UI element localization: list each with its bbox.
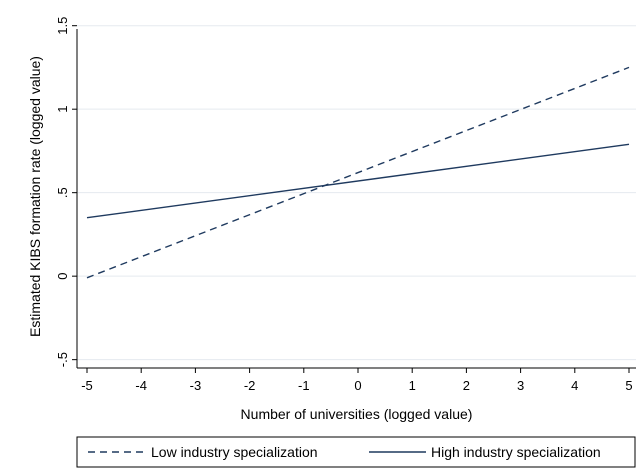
- series-lines: [86, 66, 630, 279]
- series-line-low-specialization: [86, 66, 630, 279]
- series-line-high-specialization: [86, 143, 630, 219]
- grid-lines: [77, 25, 636, 361]
- legend-box: [76, 436, 636, 468]
- legend-label: High industry specialization: [431, 444, 601, 460]
- y-axis-ticks: -.5 0 .5 1 1.5: [55, 17, 77, 367]
- x-tick-label: 0: [354, 378, 361, 393]
- y-axis-title: Estimated KIBS formation rate (logged va…: [27, 56, 43, 337]
- x-tick-label: -3: [190, 378, 202, 393]
- y-tick-label: 1: [55, 106, 70, 113]
- y-tick-label: -.5: [55, 352, 70, 367]
- x-axis-ticks: -5 -4 -3 -2 -1 0 1 2 3 4 5: [81, 368, 633, 393]
- y-tick-label: 1.5: [55, 17, 70, 35]
- x-tick-label: -2: [244, 378, 256, 393]
- x-tick-label: 2: [463, 378, 470, 393]
- legend-label: Low industry specialization: [151, 444, 318, 460]
- x-tick-label: 5: [625, 378, 632, 393]
- y-tick-label: 0: [55, 273, 70, 280]
- x-tick-label: -5: [81, 378, 93, 393]
- x-axis-title: Number of universities (logged value): [241, 406, 473, 422]
- legend: Low industry specialization High industry…: [76, 436, 636, 468]
- x-tick-label: 3: [517, 378, 524, 393]
- x-tick-label: -4: [135, 378, 147, 393]
- x-tick-label: -1: [298, 378, 310, 393]
- axes: [76, 29, 636, 369]
- y-tick-label: .5: [55, 187, 70, 198]
- x-tick-label: 4: [571, 378, 578, 393]
- x-tick-label: 1: [409, 378, 416, 393]
